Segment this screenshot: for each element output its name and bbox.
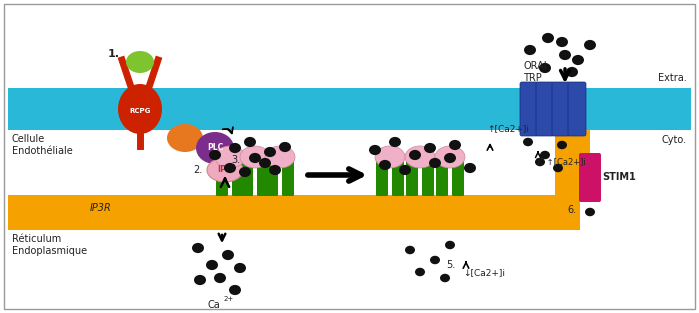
Ellipse shape: [206, 260, 218, 270]
Ellipse shape: [214, 273, 226, 283]
Ellipse shape: [375, 146, 405, 168]
Ellipse shape: [369, 145, 381, 155]
Text: 2+: 2+: [224, 296, 234, 302]
FancyBboxPatch shape: [241, 159, 253, 196]
Ellipse shape: [167, 124, 203, 152]
Ellipse shape: [405, 246, 415, 254]
Text: Cyto.: Cyto.: [662, 135, 687, 145]
Ellipse shape: [224, 163, 236, 173]
FancyBboxPatch shape: [4, 4, 695, 309]
Ellipse shape: [269, 165, 281, 175]
Ellipse shape: [585, 208, 595, 216]
Ellipse shape: [379, 160, 391, 170]
Text: 7. ↑[Ca2+]i: 7. ↑[Ca2+]i: [536, 157, 586, 166]
Text: 2.: 2.: [194, 165, 203, 175]
Ellipse shape: [553, 164, 563, 172]
Ellipse shape: [259, 158, 271, 168]
Ellipse shape: [126, 51, 154, 73]
Text: IP3: IP3: [217, 166, 233, 175]
FancyBboxPatch shape: [8, 195, 580, 230]
Ellipse shape: [523, 138, 533, 146]
Ellipse shape: [249, 153, 261, 163]
Text: STIM1: STIM1: [602, 172, 636, 182]
Text: 5.: 5.: [446, 260, 455, 270]
Text: Cellule
Endothéliale: Cellule Endothéliale: [12, 134, 73, 156]
Ellipse shape: [265, 146, 295, 168]
FancyBboxPatch shape: [376, 159, 388, 196]
Ellipse shape: [540, 151, 550, 159]
FancyBboxPatch shape: [422, 159, 434, 196]
FancyBboxPatch shape: [266, 159, 278, 196]
Ellipse shape: [464, 163, 476, 173]
Ellipse shape: [556, 37, 568, 47]
Ellipse shape: [229, 285, 241, 295]
Ellipse shape: [222, 250, 234, 260]
Ellipse shape: [209, 150, 221, 160]
Ellipse shape: [196, 132, 234, 164]
Ellipse shape: [244, 137, 256, 147]
Ellipse shape: [229, 143, 241, 153]
Text: 6.: 6.: [567, 205, 576, 215]
FancyBboxPatch shape: [216, 159, 228, 196]
Ellipse shape: [207, 158, 243, 182]
Ellipse shape: [405, 146, 435, 168]
Ellipse shape: [240, 146, 270, 168]
FancyBboxPatch shape: [232, 159, 244, 196]
FancyBboxPatch shape: [8, 88, 691, 130]
Text: RCPG: RCPG: [129, 108, 151, 114]
FancyBboxPatch shape: [552, 82, 570, 136]
FancyBboxPatch shape: [579, 153, 601, 202]
Ellipse shape: [239, 167, 251, 177]
Ellipse shape: [535, 158, 545, 166]
FancyBboxPatch shape: [436, 159, 448, 196]
FancyBboxPatch shape: [406, 159, 418, 196]
Text: IP3R: IP3R: [90, 203, 112, 213]
FancyBboxPatch shape: [520, 82, 538, 136]
Ellipse shape: [445, 241, 455, 249]
FancyBboxPatch shape: [536, 82, 554, 136]
Text: 3.: 3.: [231, 155, 240, 165]
Text: Ca: Ca: [208, 300, 220, 310]
Ellipse shape: [415, 268, 425, 276]
Ellipse shape: [559, 50, 571, 60]
Ellipse shape: [566, 67, 578, 77]
FancyBboxPatch shape: [282, 159, 294, 196]
FancyBboxPatch shape: [555, 130, 590, 195]
Ellipse shape: [118, 84, 162, 134]
Text: Réticulum
Endoplasmique: Réticulum Endoplasmique: [12, 234, 87, 256]
FancyBboxPatch shape: [568, 82, 586, 136]
Ellipse shape: [435, 146, 465, 168]
Ellipse shape: [440, 274, 450, 282]
Ellipse shape: [399, 165, 411, 175]
Ellipse shape: [524, 45, 536, 55]
FancyBboxPatch shape: [257, 159, 269, 196]
Text: ↓[Ca2+]i: ↓[Ca2+]i: [463, 268, 505, 277]
Ellipse shape: [557, 141, 567, 149]
Ellipse shape: [389, 137, 401, 147]
Ellipse shape: [572, 55, 584, 65]
FancyBboxPatch shape: [452, 159, 464, 196]
Ellipse shape: [449, 140, 461, 150]
Ellipse shape: [539, 63, 551, 73]
Ellipse shape: [264, 147, 276, 157]
Text: ↑[Ca2+]i: ↑[Ca2+]i: [487, 124, 529, 133]
FancyBboxPatch shape: [392, 159, 404, 196]
Text: PLC: PLC: [207, 143, 223, 152]
Text: ORAI
TRP: ORAI TRP: [523, 61, 547, 83]
Text: Extra.: Extra.: [658, 73, 687, 83]
Ellipse shape: [542, 33, 554, 43]
Ellipse shape: [444, 153, 456, 163]
Ellipse shape: [424, 143, 436, 153]
Ellipse shape: [429, 158, 441, 168]
Ellipse shape: [192, 243, 204, 253]
Ellipse shape: [409, 150, 421, 160]
Ellipse shape: [215, 146, 245, 168]
Ellipse shape: [234, 263, 246, 273]
Text: 1.: 1.: [108, 49, 120, 59]
Ellipse shape: [584, 40, 596, 50]
Ellipse shape: [430, 256, 440, 264]
Ellipse shape: [279, 142, 291, 152]
Ellipse shape: [194, 275, 206, 285]
